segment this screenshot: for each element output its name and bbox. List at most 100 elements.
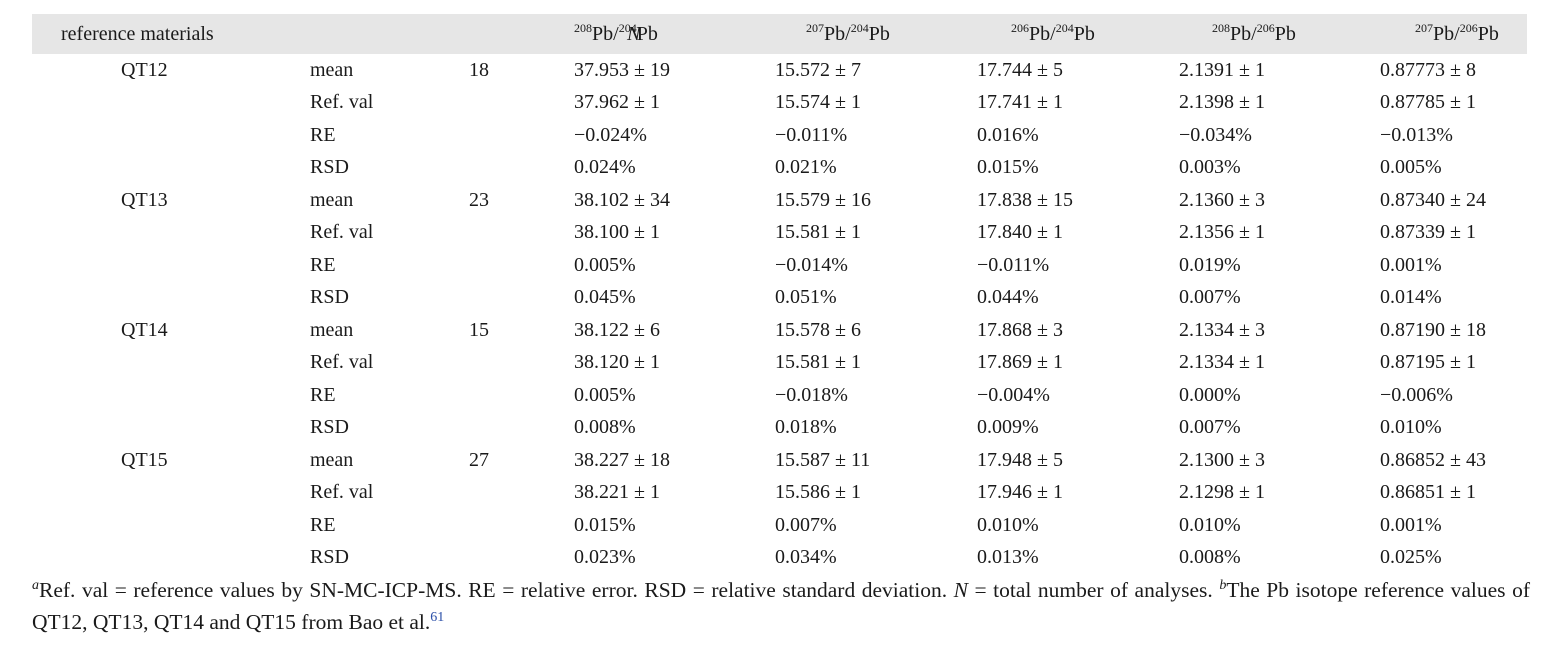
cell-material — [32, 119, 310, 152]
cell-value: 0.045% — [574, 286, 636, 309]
header-ratio-2: 206Pb/204Pb — [977, 14, 1179, 54]
cell-stat-label: RE — [310, 123, 336, 146]
cell-value: 17.744 ± 5 — [977, 58, 1063, 81]
cell-value: 17.948 ± 5 — [977, 448, 1063, 471]
cell-material — [32, 152, 310, 185]
table-row: QT12 mean 18 37.953 ± 19 15.572 ± 7 17.744 ± … — [32, 54, 1527, 87]
cell-value: 2.1360 ± 3 — [1179, 188, 1265, 211]
cell-value: 0.024% — [574, 156, 636, 179]
table-row: RE −0.024% −0.011% 0.016% −0.034% −0.013% — [32, 119, 1527, 152]
header-slash: / — [613, 22, 619, 45]
header-iso-num: 208 — [574, 20, 593, 35]
cell-stat-label: mean — [310, 188, 354, 211]
cell-value: 15.586 ± 1 — [775, 481, 861, 504]
footnote-n-symbol: N — [953, 578, 968, 602]
footnote-text-a1: Ref. val = reference values by SN-MC-ICP… — [39, 578, 954, 602]
cell-value: 0.014% — [1380, 286, 1442, 309]
header-slash: / — [1454, 22, 1460, 45]
header-iso-num: 208 — [1212, 20, 1231, 35]
header-iso-den: 204 — [618, 20, 637, 35]
cell-value: 0.005% — [574, 253, 636, 276]
cell-stat-label: RSD — [310, 546, 349, 569]
cell-value: 17.741 ± 1 — [977, 91, 1063, 114]
cell-value: 0.019% — [1179, 253, 1241, 276]
cell-n — [469, 249, 574, 282]
cell-value: 15.579 ± 16 — [775, 188, 871, 211]
cell-value: −0.013% — [1380, 123, 1453, 146]
cell-material: QT12 — [121, 58, 168, 81]
cell-value: 0.009% — [977, 416, 1039, 439]
cell-value: 17.869 ± 1 — [977, 351, 1063, 374]
header-slash: / — [1050, 22, 1056, 45]
cell-n — [469, 412, 574, 445]
cell-value: 0.000% — [1179, 383, 1241, 406]
cell-stat-label: mean — [310, 448, 354, 471]
cell-value: 2.1334 ± 3 — [1179, 318, 1265, 341]
table-row: RSD 0.008% 0.018% 0.009% 0.007% 0.010% — [32, 412, 1527, 445]
cell-value: 17.838 ± 15 — [977, 188, 1073, 211]
cell-n: 23 — [469, 188, 490, 211]
cell-stat-label: RE — [310, 253, 336, 276]
cell-value: 2.1298 ± 1 — [1179, 481, 1265, 504]
header-element: Pb — [824, 22, 846, 45]
header-element: Pb — [592, 22, 614, 45]
table-body: QT12 mean 18 37.953 ± 19 15.572 ± 7 17.744 ± … — [32, 54, 1527, 574]
cell-value: 0.025% — [1380, 546, 1442, 569]
cell-value: 17.840 ± 1 — [977, 221, 1063, 244]
footnote-text-b: The Pb isotope reference values of QT12,… — [32, 578, 1530, 634]
footnote-mark-b: b — [1219, 578, 1227, 593]
cell-value: 0.013% — [977, 546, 1039, 569]
header-element: Pb — [636, 22, 658, 45]
cell-value: −0.018% — [775, 383, 848, 406]
header-element: Pb — [868, 22, 890, 45]
cell-stat-label: RE — [310, 383, 336, 406]
header-iso-den: 206 — [1256, 20, 1275, 35]
cell-material — [32, 542, 310, 575]
table-row: Ref. val 38.100 ± 1 15.581 ± 1 17.840 ± 1 2.… — [32, 217, 1527, 250]
cell-value: 0.015% — [977, 156, 1039, 179]
cell-material — [32, 509, 310, 542]
cell-n: 27 — [469, 448, 490, 471]
cell-value: 15.578 ± 6 — [775, 318, 861, 341]
header-ratio-0: 208Pb/204Pb — [574, 14, 775, 54]
cell-value: 0.007% — [1179, 286, 1241, 309]
cell-value: −0.004% — [977, 383, 1050, 406]
header-n: N — [627, 22, 641, 45]
cell-value: 0.001% — [1380, 513, 1442, 536]
cell-value: 0.003% — [1179, 156, 1241, 179]
cell-value: 0.87773 ± 8 — [1380, 58, 1476, 81]
table-row: RE 0.005% −0.018% −0.004% 0.000% −0.006% — [32, 379, 1527, 412]
citation-link[interactable]: 61 — [430, 610, 445, 625]
cell-material — [32, 347, 310, 380]
cell-value: −0.011% — [775, 123, 848, 146]
cell-value: 2.1356 ± 1 — [1179, 221, 1265, 244]
table-row: RE 0.015% 0.007% 0.010% 0.010% 0.001% — [32, 509, 1527, 542]
cell-n — [469, 477, 574, 510]
header-element: Pb — [1230, 22, 1252, 45]
cell-n — [469, 509, 574, 542]
cell-stat-label: RE — [310, 513, 336, 536]
cell-value: 0.008% — [1179, 546, 1241, 569]
pb-isotope-table: reference materials N 208Pb/204Pb 207Pb/204… — [32, 14, 1528, 574]
cell-n — [469, 217, 574, 250]
cell-value: 15.572 ± 7 — [775, 58, 861, 81]
cell-material — [32, 379, 310, 412]
table-row: RE 0.005% −0.014% −0.011% 0.019% 0.001% — [32, 249, 1527, 282]
cell-value: 15.581 ± 1 — [775, 351, 861, 374]
header-ratio-4: 207Pb/206Pb — [1380, 14, 1527, 54]
cell-stat-label: Ref. val — [310, 481, 374, 504]
cell-value: 2.1300 ± 3 — [1179, 448, 1265, 471]
cell-material — [32, 412, 310, 445]
cell-value: 0.87190 ± 18 — [1380, 318, 1486, 341]
cell-value: −0.011% — [977, 253, 1050, 276]
header-iso-num: 207 — [806, 20, 825, 35]
table-row: Ref. val 37.962 ± 1 15.574 ± 1 17.741 ± 1 2.… — [32, 87, 1527, 120]
cell-value: 0.87340 ± 24 — [1380, 188, 1486, 211]
cell-n: 15 — [469, 318, 490, 341]
cell-value: 0.005% — [1380, 156, 1442, 179]
cell-value: 0.001% — [1380, 253, 1442, 276]
header-iso-num: 207 — [1415, 20, 1434, 35]
header-element: Pb — [1073, 22, 1095, 45]
cell-stat-label: mean — [310, 58, 354, 81]
cell-n: 18 — [469, 58, 490, 81]
